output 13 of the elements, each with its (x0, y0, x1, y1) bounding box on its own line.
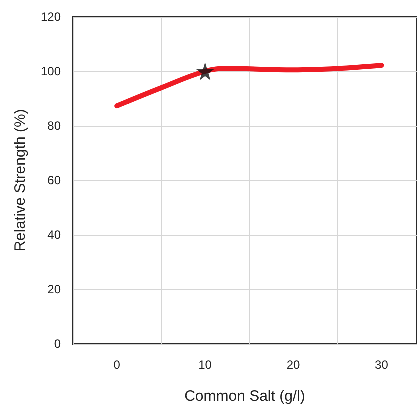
y-axis-title: Relative Strength (%) (12, 109, 29, 252)
y-tick-label: 100 (40, 64, 62, 78)
x-tick-label: 0 (114, 358, 121, 372)
y-tick-label: 120 (40, 10, 62, 24)
y-tick-label: 40 (48, 228, 62, 242)
y-tick-label: 80 (48, 119, 62, 133)
x-tick-label: 30 (375, 358, 389, 372)
y-tick-label: 60 (48, 174, 62, 188)
y-tick-label: 20 (48, 282, 62, 296)
x-tick-label: 20 (286, 358, 301, 372)
x-axis-title: Common Salt (g/l) (184, 388, 306, 405)
y-tick-label: 0 (54, 337, 62, 351)
x-tick-label: 10 (198, 358, 212, 372)
